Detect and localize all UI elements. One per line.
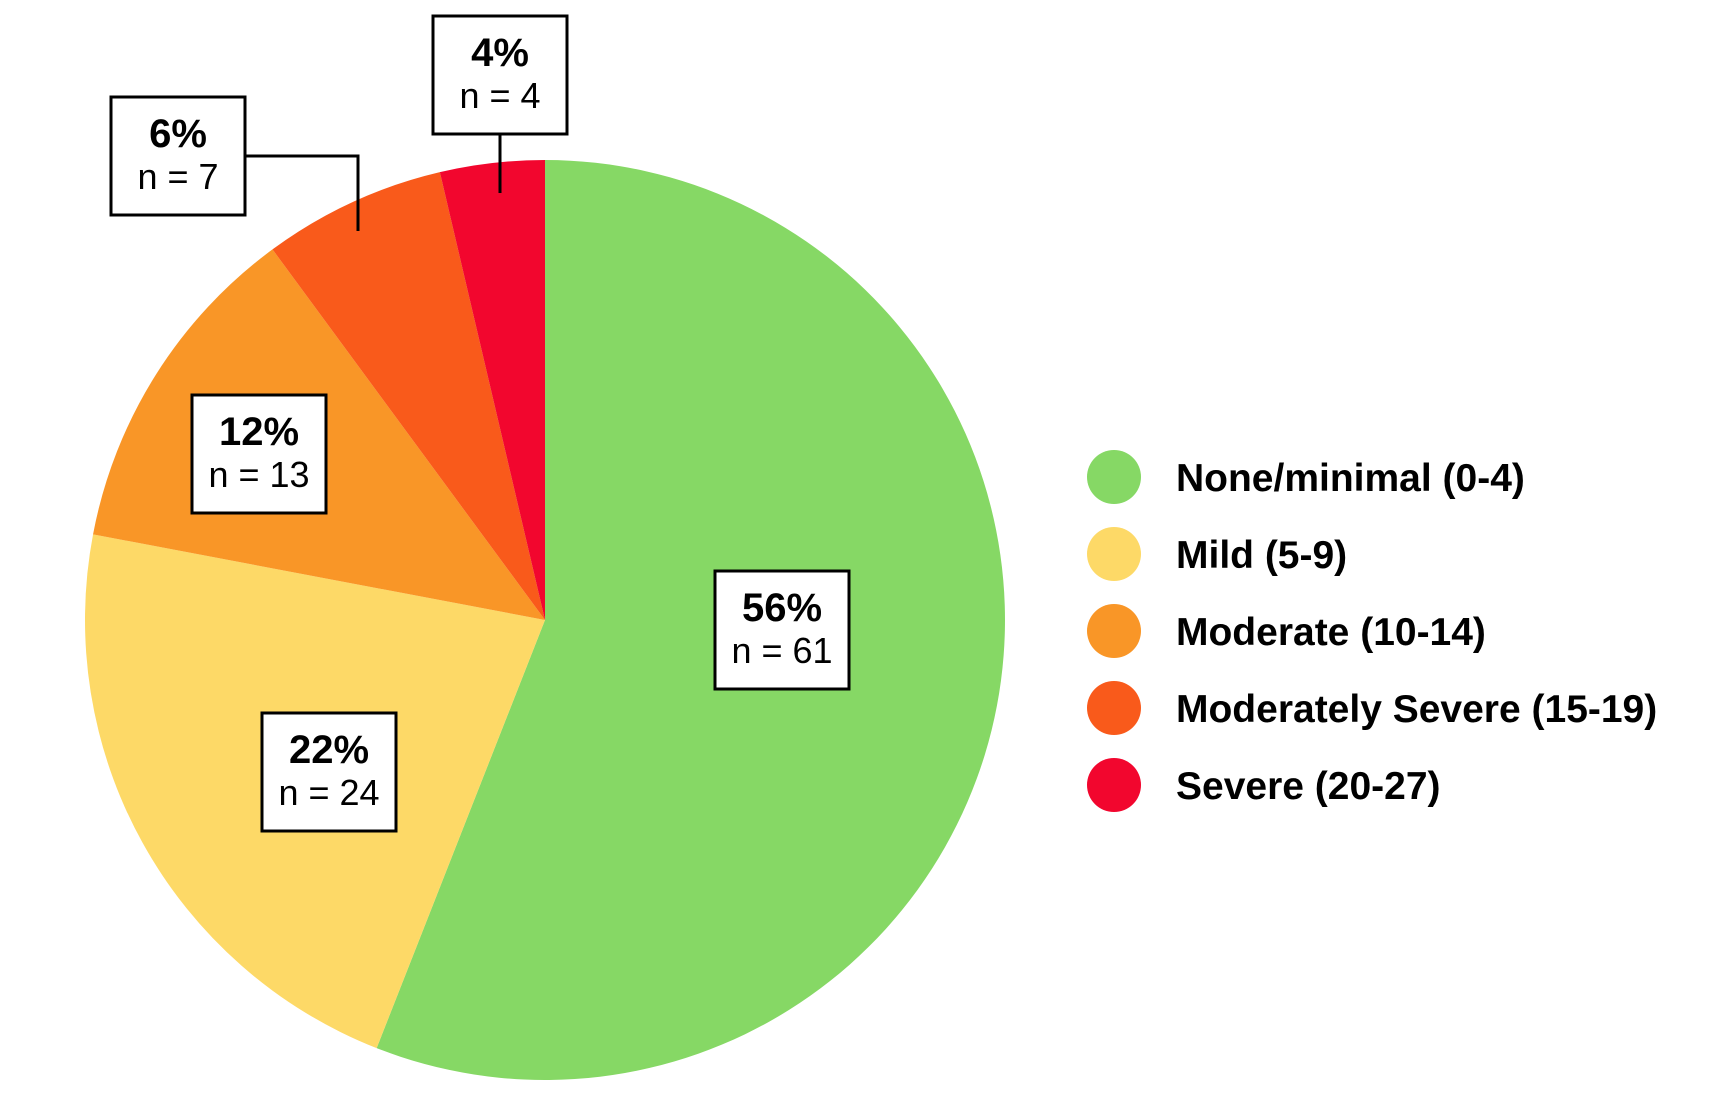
- legend-label: Moderately Severe (15-19): [1176, 688, 1657, 731]
- slice-percent-label: 56%: [742, 586, 822, 630]
- slice-count-label: n = 24: [278, 772, 379, 813]
- label-box: [190, 393, 328, 515]
- legend-label: Moderate (10-14): [1176, 611, 1486, 654]
- slice-count-label: n = 61: [731, 630, 832, 671]
- legend-label: Severe (20-27): [1176, 765, 1441, 808]
- legend-swatch: [1087, 450, 1141, 504]
- legend-swatch: [1087, 758, 1141, 812]
- legend-item: None/minimal (0-4): [1087, 450, 1525, 504]
- legend-label: Mild (5-9): [1176, 534, 1347, 577]
- legend-item: Moderately Severe (15-19): [1087, 681, 1657, 735]
- pie-slice: [439, 160, 545, 620]
- label-box: [713, 569, 851, 691]
- slice-percent-label: 22%: [289, 728, 369, 772]
- pie-slice: [376, 160, 1005, 1080]
- label-leader-line: [245, 154, 360, 231]
- slice-count-label: n = 13: [208, 454, 309, 495]
- legend-label: None/minimal (0-4): [1176, 457, 1525, 500]
- data-label: 56%n = 61: [713, 569, 851, 691]
- data-label: 6%n = 7: [109, 95, 360, 231]
- slice-count-label: n = 4: [459, 75, 540, 116]
- data-label: 12%n = 13: [190, 393, 328, 515]
- slice-percent-label: 4%: [471, 31, 529, 75]
- slice-count-label: n = 7: [137, 156, 218, 197]
- legend-swatch: [1087, 604, 1141, 658]
- label-box: [431, 14, 569, 136]
- slice-percent-label: 12%: [219, 410, 299, 454]
- pie-slices: [85, 160, 1005, 1080]
- label-box: [260, 711, 398, 833]
- slice-percent-label: 6%: [149, 112, 207, 156]
- legend-item: Severe (20-27): [1087, 758, 1441, 812]
- legend-item: Mild (5-9): [1087, 527, 1347, 581]
- legend-swatch: [1087, 681, 1141, 735]
- data-label: 4%n = 4: [431, 14, 569, 193]
- legend: None/minimal (0-4) Mild (5-9) Moderate (10…: [1087, 450, 1657, 812]
- label-box: [109, 95, 247, 217]
- data-label: 22%n = 24: [260, 711, 398, 833]
- pie-slice: [272, 172, 545, 621]
- legend-item: Moderate (10-14): [1087, 604, 1486, 658]
- legend-swatch: [1087, 527, 1141, 581]
